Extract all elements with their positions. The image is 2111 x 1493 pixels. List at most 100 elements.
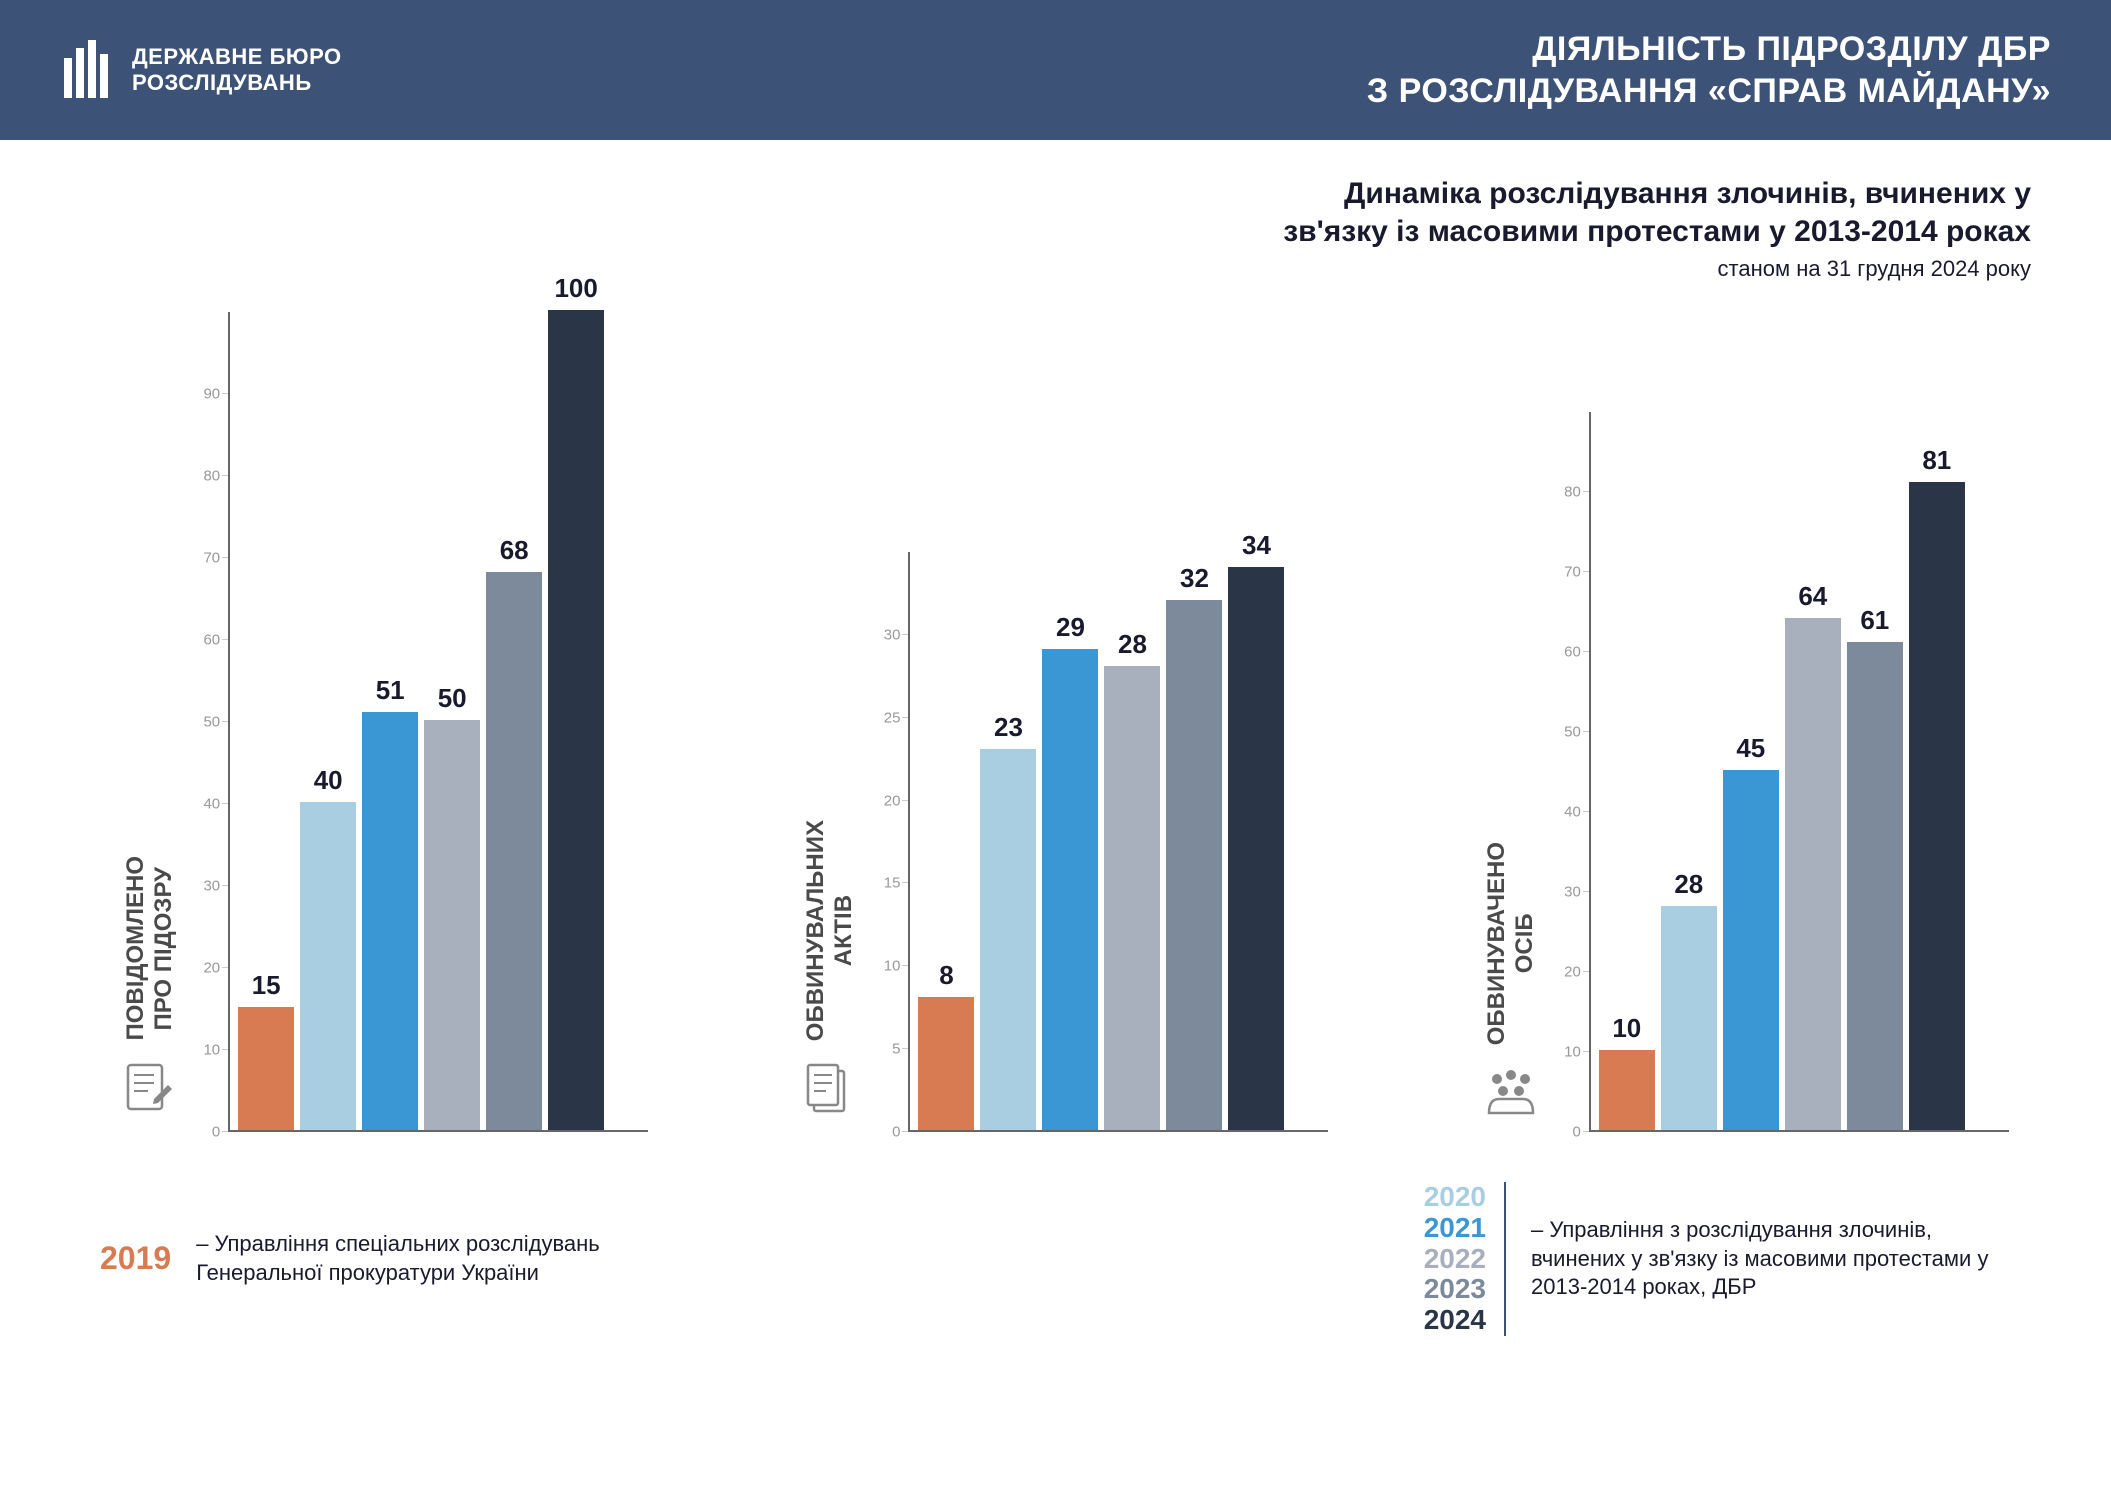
legend-year-2020: 2020 [1424,1182,1486,1213]
y-axis: 01020304050607080 [1549,412,1589,1132]
y-tick: 0 [892,1124,900,1141]
legend-text-2: – Управління з розслідування злочинів, в… [1531,1216,2011,1302]
y-tick: 5 [892,1041,900,1058]
y-tick: 20 [1564,964,1581,981]
y-tick: 90 [203,386,220,403]
subtitle-line1: Динаміка розслідування злочинів, вчинени… [80,175,2031,213]
bar [1909,482,1965,1130]
bar [424,720,480,1130]
y-tick: 70 [203,550,220,567]
subtitle-date: станом на 31 грудня 2024 року [80,256,2031,282]
org-name: ДЕРЖАВНЕ БЮРО РОЗСЛІДУВАНЬ [132,44,342,97]
bar [300,802,356,1130]
chart-panel-chart1: ПОВІДОМЛЕНО ПРО ПІДОЗРУ01020304050607080… [122,312,648,1132]
bar-2021: 45 [1723,733,1779,1130]
org-line2: РОЗСЛІДУВАНЬ [132,70,342,96]
bar-2024: 34 [1228,530,1284,1130]
bar-2020: 40 [300,765,356,1130]
y-tick: 60 [203,632,220,649]
charts-row: ПОВІДОМЛЕНО ПРО ПІДОЗРУ01020304050607080… [0,292,2111,1152]
bar-2019: 10 [1599,1013,1655,1130]
subtitle-line2: зв'язку із масовими протестами у 2013-20… [80,213,2031,251]
y-tick: 25 [884,709,901,726]
bar-label: 32 [1180,563,1209,594]
bar-2021: 51 [362,675,418,1130]
plot-area: 82329283234 [908,552,1328,1132]
bar-label: 28 [1118,629,1147,660]
ylabel-wrap: ОБВИНУВАЛЬНИХ АКТІВ [802,820,858,1132]
legend-block-1: 2019 – Управління спеціальних розслідува… [100,1230,676,1287]
bar-2020: 28 [1661,869,1717,1130]
bar-2021: 29 [1042,612,1098,1130]
y-tick: 10 [1564,1044,1581,1061]
y-axis: 0102030405060708090 [188,312,228,1132]
header-bar: ДЕРЖАВНЕ БЮРО РОЗСЛІДУВАНЬ ДІЯЛЬНІСТЬ ПІ… [0,0,2111,140]
legend-year-2021: 2021 [1424,1213,1486,1244]
chart-ylabel: ПОВІДОМЛЕНО ПРО ПІДОЗРУ [122,856,178,1041]
title-line2: З РОЗСЛІДУВАННЯ «СПРАВ МАЙДАНУ» [1367,70,2051,113]
bar-label: 34 [1242,530,1271,561]
bar-2023: 68 [486,535,542,1130]
plot-area: 1540515068100 [228,312,648,1132]
legend-year-2022: 2022 [1424,1244,1486,1275]
bar-2022: 64 [1785,581,1841,1130]
chart-axes: 01020304050607080901540515068100 [188,312,648,1132]
bar-2024: 81 [1909,445,1965,1130]
header-title: ДІЯЛЬНІСТЬ ПІДРОЗДІЛУ ДБР З РОЗСЛІДУВАНН… [1367,28,2051,113]
legend-years-stack: 20202021202220232024 [1424,1182,1506,1336]
legend-year-2024: 2024 [1424,1305,1486,1336]
bar [548,310,604,1130]
bar [918,997,974,1130]
bar [1104,666,1160,1130]
chart-ylabel: ОБВИНУВАЧЕНО ОСІБ [1483,842,1539,1045]
legend-row: 2019 – Управління спеціальних розслідува… [0,1152,2111,1376]
bar [1785,618,1841,1130]
title-line1: ДІЯЛЬНІСТЬ ПІДРОЗДІЛУ ДБР [1367,28,2051,71]
bar [1228,567,1284,1130]
bar [1661,906,1717,1130]
bar-label: 28 [1674,869,1703,900]
logo-block: ДЕРЖАВНЕ БЮРО РОЗСЛІДУВАНЬ [60,40,342,100]
y-tick: 30 [1564,884,1581,901]
y-tick: 80 [1564,484,1581,501]
chart-panel-chart3: ОБВИНУВАЧЕНО ОСІБ01020304050607080102845… [1483,312,2009,1132]
y-tick: 15 [884,875,901,892]
y-tick: 0 [1572,1124,1580,1141]
ylabel-wrap: ПОВІДОМЛЕНО ПРО ПІДОЗРУ [122,856,178,1132]
bar [1599,1050,1655,1130]
bar [362,712,418,1130]
org-line1: ДЕРЖАВНЕ БЮРО [132,44,342,70]
chart-ylabel: ОБВИНУВАЛЬНИХ АКТІВ [802,820,858,1041]
legend-text-1: – Управління спеціальних розслідувань Ге… [196,1230,676,1287]
subtitle-block: Динаміка розслідування злочинів, вчинени… [0,140,2111,292]
bar-label: 8 [939,960,953,991]
y-tick: 10 [203,1042,220,1059]
y-tick: 10 [884,958,901,975]
y-tick: 30 [203,878,220,895]
bar-label: 23 [994,712,1023,743]
y-tick: 20 [884,792,901,809]
legend-year-2019: 2019 [100,1240,171,1277]
y-tick: 70 [1564,564,1581,581]
legend-year-2023: 2023 [1424,1274,1486,1305]
bar-label: 15 [252,970,281,1001]
bar-label: 10 [1612,1013,1641,1044]
y-tick: 30 [884,626,901,643]
y-axis: 051015202530 [868,552,908,1132]
bar-2019: 8 [918,960,974,1130]
logo-icon [60,40,114,100]
bar-label: 81 [1922,445,1951,476]
document-edit-icon [124,1061,176,1122]
chart-axes: 01020304050607080102845646181 [1549,412,2009,1132]
chart-panel-chart2: ОБВИНУВАЛЬНИХ АКТІВ051015202530823292832… [802,312,1328,1132]
bar-label: 29 [1056,612,1085,643]
bar [1847,642,1903,1130]
bar-label: 64 [1798,581,1827,612]
bar [486,572,542,1130]
bar-label: 100 [554,273,597,304]
bar [1723,770,1779,1130]
y-tick: 40 [1564,804,1581,821]
bar [1042,649,1098,1130]
bar-2023: 32 [1166,563,1222,1130]
y-tick: 60 [1564,644,1581,661]
